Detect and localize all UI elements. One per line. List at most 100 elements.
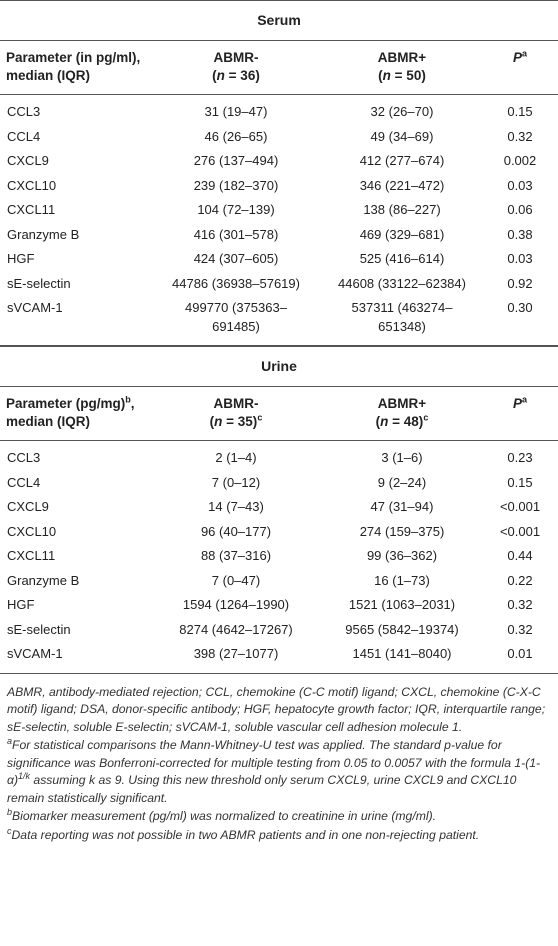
table-cell: 0.22: [482, 569, 558, 594]
table-cell: 44786 (36938–57619): [150, 272, 322, 297]
table-cell: 47 (31–94): [322, 495, 482, 520]
cell-text: <0.001: [499, 523, 541, 539]
cell-text: 0.38: [507, 226, 533, 242]
cell-text: 0.44: [507, 548, 533, 563]
table-cell: 14 (7–43): [150, 495, 322, 520]
text-run: (: [209, 414, 215, 429]
table-cell: 276 (137–494): [150, 149, 322, 174]
header-cell: ABMR+ (n = 48)c: [322, 395, 482, 431]
text-run: = 36): [224, 68, 260, 83]
table-cell: 88 (37–316): [150, 544, 322, 569]
cell-text: 0.15: [507, 104, 533, 119]
table-cell: CXCL11: [0, 198, 150, 223]
text-run: c: [423, 412, 429, 423]
table-row: Granzyme B 7 (0–47) 16 (1–73) 0.22: [0, 569, 558, 594]
table-row: CXCL10 239 (182–370) 346 (221–472) 0.03: [0, 174, 558, 199]
text-run: = 50): [390, 68, 426, 83]
text-run: Parameter (pg/mg): [6, 396, 126, 411]
text-run: For statistical comparisons the Mann-Whi…: [7, 738, 541, 787]
cell-text: CXCL9: [7, 153, 49, 168]
text-run: = 35): [222, 414, 258, 429]
table-cell: 416 (301–578): [150, 223, 322, 248]
header-cell: Pa: [482, 49, 558, 85]
text-run: (: [378, 68, 383, 83]
cell-text: 239 (182–370): [193, 177, 279, 193]
cell-text: HGF: [7, 251, 35, 266]
header-line: (n = 48)c: [328, 413, 476, 431]
cell-text: 469 (329–681): [359, 226, 445, 242]
table-cell: sE-selectin: [0, 272, 150, 297]
text-run: b: [125, 394, 131, 405]
table-row: sVCAM-1 398 (27–1077) 1451 (141–8040) 0.01: [0, 642, 558, 667]
table-row: CXCL10 96 (40–177) 274 (159–375) <0.001: [0, 520, 558, 545]
table-cell: 104 (72–139): [150, 198, 322, 223]
header-line: Pa: [488, 49, 552, 67]
table-cell: 46 (26–65): [150, 125, 322, 150]
text-run: ABMR+: [377, 396, 427, 411]
table-cell: 31 (19–47): [150, 100, 322, 125]
cell-text: 0.06: [507, 202, 533, 217]
header-line: Parameter (in pg/ml),: [6, 49, 144, 67]
cell-text: <0.001: [499, 499, 541, 514]
text-run: c: [7, 825, 12, 836]
header-cell: ABMR- (n = 36): [150, 49, 322, 85]
cell-text: 7 (0–12): [211, 474, 261, 490]
cell-text: 0.32: [507, 621, 533, 637]
text-run: ABMR-: [213, 396, 259, 411]
text-run: n: [382, 68, 391, 83]
cell-text: 44786 (36938–57619): [172, 275, 300, 291]
header-cell: Parameter (pg/mg)b, median (IQR): [0, 395, 150, 431]
text-run: assuming k as 9. Using this new threshol…: [7, 773, 517, 805]
header-line: Parameter (pg/mg)b,: [6, 395, 144, 413]
cell-text: 88 (37–316): [200, 548, 272, 563]
cell-text: 274 (159–375): [359, 523, 445, 539]
text-run: Parameter (in pg/ml),: [6, 50, 141, 65]
cell-text: 1521 (1063–2031): [348, 597, 456, 612]
table-cell: 44608 (33122–62384): [322, 272, 482, 297]
table-cell: 7 (0–12): [150, 471, 322, 496]
cell-text: 0.92: [507, 275, 533, 291]
table-cell: 0.23: [482, 446, 558, 471]
cell-text: HGF: [7, 597, 35, 612]
table-row: CXCL9 276 (137–494) 412 (277–674) 0.002: [0, 149, 558, 174]
table-body: CCL3 31 (19–47) 32 (26–70) 0.15 CCL4 46 (26–6…: [0, 95, 558, 346]
text-run: Data reporting was not possible in two A…: [11, 827, 480, 842]
cell-text: 0.01: [507, 646, 533, 661]
table-cell: 2 (1–4): [150, 446, 322, 471]
header-row: Parameter (pg/mg)b, median (IQR) ABMR- (n =…: [0, 387, 558, 441]
header-line: ABMR-: [156, 395, 316, 413]
text-run: P: [512, 396, 522, 411]
text-run: n: [216, 68, 225, 83]
table-row: CXCL9 14 (7–43) 47 (31–94) <0.001: [0, 495, 558, 520]
table-cell: 537311 (463274–651348): [322, 296, 482, 339]
cell-text: 99 (36–362): [366, 548, 438, 563]
header-line: ABMR+: [328, 395, 476, 413]
cell-text: 2 (1–4): [215, 450, 257, 465]
table-cell: 398 (27–1077): [150, 642, 322, 667]
text-run: (: [375, 414, 381, 429]
section-title: Serum: [0, 0, 558, 41]
cell-text: 138 (86–227): [363, 202, 441, 217]
cell-text: 0.23: [507, 450, 533, 465]
cell-text: CXCL10: [7, 523, 57, 539]
text-run: ABMR-: [213, 50, 259, 65]
table-cell: 1451 (141–8040): [322, 642, 482, 667]
table-cell: 274 (159–375): [322, 520, 482, 545]
cell-text: CCL4: [7, 474, 41, 490]
table-cell: 0.44: [482, 544, 558, 569]
cell-text: 0.32: [507, 128, 533, 144]
header-line: ABMR+: [328, 49, 476, 67]
footnote: bBiomarker measurement (pg/ml) was norma…: [7, 807, 551, 826]
table-cell: 138 (86–227): [322, 198, 482, 223]
header-line: ABMR-: [156, 49, 316, 67]
table-cell: CCL4: [0, 125, 150, 150]
header-line: (n = 36): [156, 67, 316, 85]
table-cell: 0.002: [482, 149, 558, 174]
table-cell: 49 (34–69): [322, 125, 482, 150]
table-cell: Granzyme B: [0, 223, 150, 248]
footnotes: ABMR, antibody-mediated rejection; CCL, …: [0, 674, 558, 845]
table-document: Serum Parameter (in pg/ml), median (IQR) AB…: [0, 0, 558, 674]
footnote: aFor statistical comparisons the Mann-Wh…: [7, 736, 551, 807]
cell-text: 47 (31–94): [370, 499, 434, 514]
table-cell: sVCAM-1: [0, 642, 150, 667]
